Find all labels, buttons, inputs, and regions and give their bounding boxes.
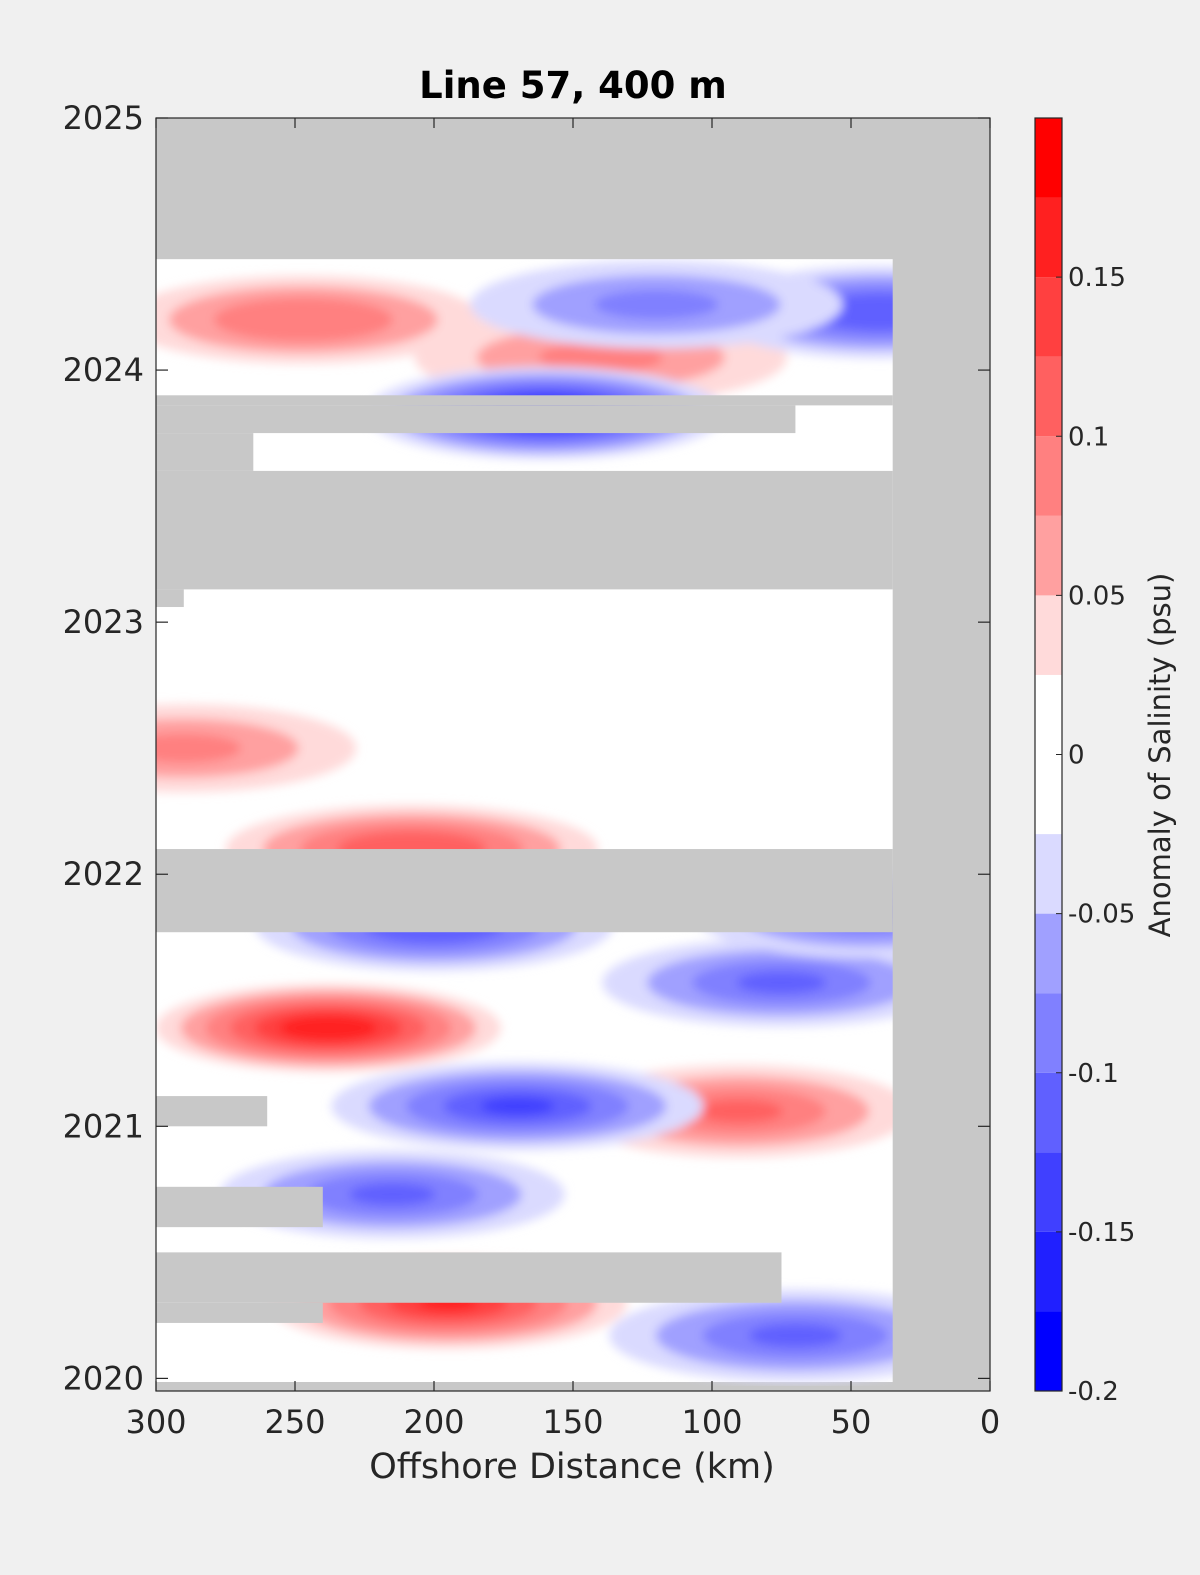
- colorbar-segment: [1035, 834, 1062, 914]
- missing-data-band: [156, 589, 184, 608]
- y-tick-label: 2021: [63, 1107, 144, 1145]
- colorbar-tick-label: 0.05: [1068, 581, 1126, 611]
- colorbar: -0.2 -0.15 -0.1 -0.05 0 0.05 0.1 0.15: [1034, 117, 1135, 1407]
- missing-data-band: [156, 118, 990, 260]
- contour-level: [349, 1183, 436, 1206]
- contour-level: [538, 342, 663, 373]
- x-tick-label: 100: [681, 1403, 742, 1441]
- missing-data-band: [156, 405, 796, 434]
- y-tick-label: 2020: [63, 1359, 144, 1397]
- anomaly-feature: [156, 704, 357, 793]
- contour-level: [696, 1099, 783, 1123]
- colorbar-segment: [1035, 1231, 1062, 1312]
- missing-data-band: [156, 1186, 323, 1228]
- missing-data-band: [156, 849, 893, 933]
- colorbar-tick-label: -0.2: [1068, 1377, 1119, 1407]
- colorbar-segment: [1035, 436, 1062, 516]
- contour-level: [480, 1097, 555, 1115]
- colorbar-tick-label: 0: [1068, 741, 1085, 771]
- y-axis: 2020 2021 2022 2023 2024 2025: [63, 99, 990, 1397]
- anomaly-feature: [331, 1062, 704, 1151]
- y-tick-label: 2024: [63, 351, 144, 389]
- contour-level: [594, 289, 719, 320]
- y-tick-label: 2022: [63, 855, 144, 893]
- x-tick-label: 200: [403, 1403, 464, 1441]
- colorbar-segment: [1035, 356, 1062, 437]
- anomaly-feature: [609, 1289, 982, 1382]
- x-tick-label: 150: [542, 1403, 603, 1441]
- colorbar-segment: [1035, 993, 1062, 1073]
- colorbar-segment: [1035, 1072, 1062, 1153]
- colorbar-tick-label: -0.15: [1068, 1218, 1135, 1248]
- anomaly-feature: [156, 275, 483, 364]
- colorbar-segment: [1035, 118, 1062, 198]
- contour-level: [156, 733, 242, 763]
- x-tick-label: 300: [125, 1403, 186, 1441]
- missing-data-band: [156, 470, 893, 590]
- contour-level: [303, 1021, 353, 1035]
- x-axis-label: Offshore Distance (km): [369, 1447, 775, 1487]
- y-tick-label: 2025: [63, 99, 144, 137]
- colorbar-tick-label: 0.15: [1068, 263, 1126, 293]
- missing-data-band: [892, 118, 990, 1391]
- colorbar-label: Anomaly of Salinity (psu): [1143, 573, 1177, 938]
- missing-data-band: [156, 433, 254, 471]
- colorbar-segment: [1035, 595, 1062, 675]
- x-tick-label: 0: [980, 1403, 1000, 1441]
- colorbar-tick-label: -0.1: [1068, 1059, 1119, 1089]
- colorbar-segment: [1035, 515, 1062, 596]
- missing-data-band: [156, 1252, 782, 1303]
- colorbar-segment: [1035, 913, 1062, 994]
- contour-level: [748, 1323, 842, 1348]
- x-tick-label: 50: [831, 1403, 872, 1441]
- colorbar-tick-label: 0.1: [1068, 422, 1109, 452]
- colorbar-tick-label: -0.05: [1068, 900, 1135, 930]
- missing-data-band: [156, 1302, 323, 1323]
- colorbar-segment: [1035, 197, 1062, 278]
- x-tick-label: 250: [264, 1403, 325, 1441]
- plot-area: [156, 118, 990, 1391]
- anomaly-feature: [470, 260, 843, 349]
- anomaly-feature: [602, 938, 961, 1027]
- colorbar-segment: [1035, 1152, 1062, 1232]
- missing-data-band: [156, 395, 893, 406]
- missing-data-regions: [156, 118, 990, 1391]
- anomaly-feature: [156, 984, 501, 1072]
- missing-data-band: [156, 1096, 268, 1127]
- colorbar-segment: [1035, 1311, 1062, 1391]
- x-axis: 300 250 200 150 100 50 0: [125, 118, 1000, 1441]
- chart-title: Line 57, 400 m: [419, 64, 727, 107]
- contour-level: [258, 308, 349, 331]
- contour-level: [736, 971, 827, 994]
- colorbar-segment: [1035, 277, 1062, 357]
- y-tick-label: 2023: [63, 603, 144, 641]
